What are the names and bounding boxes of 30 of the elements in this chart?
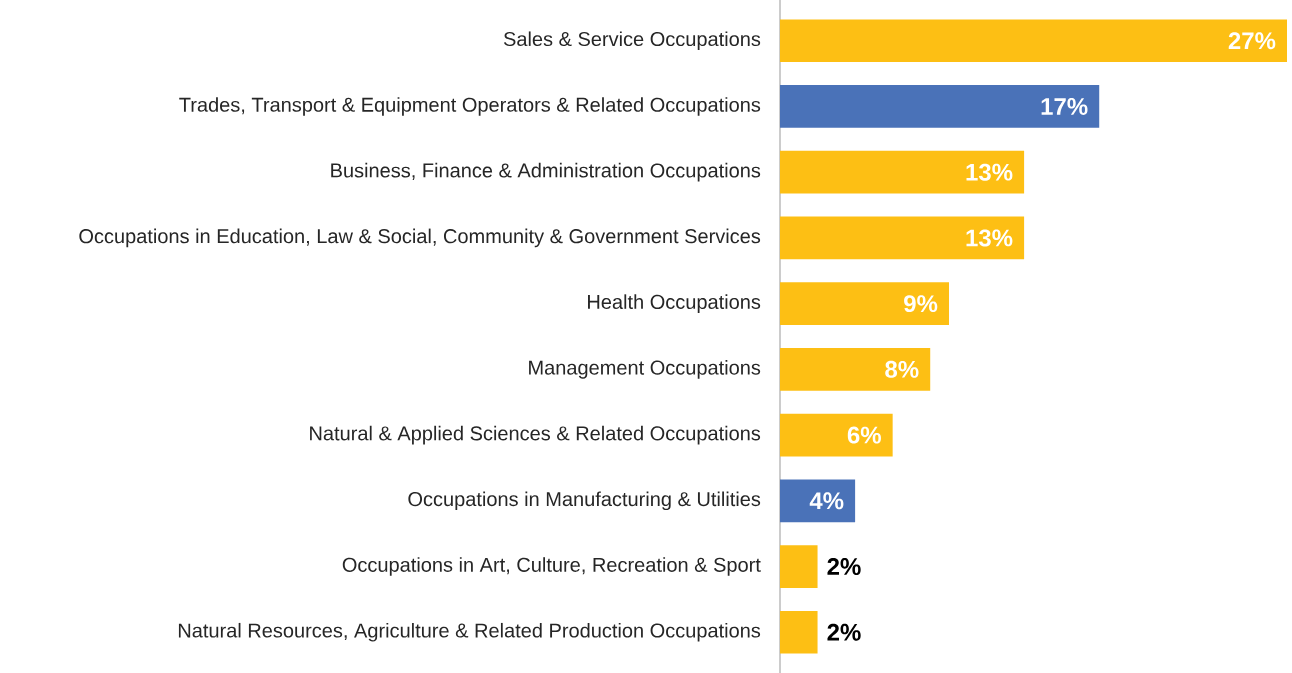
bar <box>779 150 1025 194</box>
bar <box>779 610 818 654</box>
data-label: 9% <box>904 295 938 313</box>
data-label: 8% <box>885 360 919 378</box>
data-label: 13% <box>966 229 1013 247</box>
bar <box>779 413 893 457</box>
y-tick-label: Trades, Transport & Equipment Operators & Related Occupations <box>179 97 761 116</box>
bar <box>779 479 856 523</box>
bar <box>779 282 949 325</box>
y-tick-label: Health Occupations <box>588 294 761 313</box>
data-label: 6% <box>847 426 881 444</box>
data-label: 17% <box>1041 98 1088 115</box>
data-label: 2% <box>827 623 861 641</box>
y-tick-label: Natural Resources, Agriculture & Related Production Occupations <box>178 622 761 642</box>
y-tick-label: Occupations in Art, Culture, Recreation & Sport <box>342 557 761 576</box>
y-tick-label: Management Occupations <box>529 360 761 379</box>
data-label: 27% <box>1228 32 1276 50</box>
bar <box>779 348 931 391</box>
bar <box>779 85 1100 128</box>
data-label: 13% <box>966 163 1013 181</box>
y-tick-label: Occupations in Education, Law & Social, Community & Government Services <box>79 228 761 248</box>
bar <box>779 545 818 588</box>
y-tick-label: Sales & Service Occupations <box>503 31 761 51</box>
bar <box>779 19 1287 63</box>
y-tick-label: Occupations in Manufacturing & Utilities <box>408 491 761 511</box>
y-tick-label: Natural & Applied Sciences & Related Occupations <box>310 425 761 445</box>
data-label: 4% <box>809 492 844 510</box>
y-tick-label: Business, Finance & Administration Occupations <box>331 162 761 182</box>
bar <box>779 216 1025 260</box>
data-label: 2% <box>827 558 861 575</box>
